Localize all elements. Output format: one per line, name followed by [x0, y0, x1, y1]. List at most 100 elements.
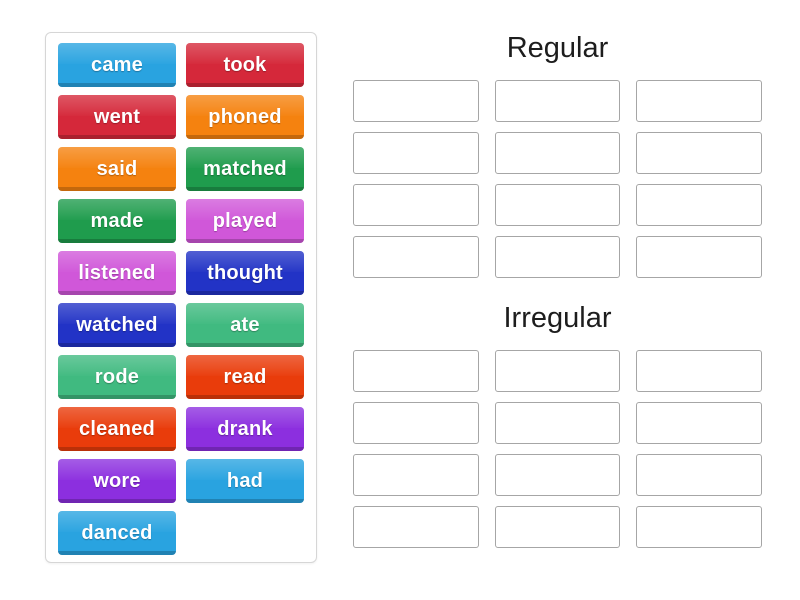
dropzone-cell-regular	[487, 236, 629, 288]
dropzone-regular[interactable]	[494, 184, 621, 226]
dropzone-regular[interactable]	[353, 132, 479, 174]
word-tile-cell[interactable]: took	[181, 39, 309, 91]
word-tile[interactable]: drank	[186, 407, 304, 451]
word-tile[interactable]: came	[58, 43, 176, 87]
word-tile-cell[interactable]: danced	[53, 507, 181, 559]
word-tile[interactable]: made	[58, 199, 176, 243]
word-tile-cell[interactable]: had	[181, 455, 309, 507]
category-regular: Regular	[345, 30, 770, 288]
dropzone-regular[interactable]	[636, 80, 762, 122]
word-tile-cell[interactable]: wore	[53, 455, 181, 507]
dropzone-regular[interactable]	[636, 132, 762, 174]
word-tile-cell[interactable]: matched	[181, 143, 309, 195]
word-tile-label: had	[226, 469, 264, 492]
dropzone-irregular[interactable]	[494, 454, 621, 496]
dropzone-cell-regular	[628, 80, 770, 132]
word-tile[interactable]: took	[186, 43, 304, 87]
dropzone-irregular[interactable]	[353, 350, 479, 392]
dropzone-regular[interactable]	[494, 132, 621, 174]
word-tile[interactable]: listened	[58, 251, 176, 295]
dropzone-regular[interactable]	[636, 236, 762, 278]
word-tile-label: drank	[217, 417, 273, 440]
word-tile-label: wore	[93, 469, 141, 492]
dropzone-cell-irregular	[628, 402, 770, 454]
dropzone-cell-irregular	[345, 454, 487, 506]
word-tile-label: matched	[203, 157, 287, 180]
word-tile-cell[interactable]: made	[53, 195, 181, 247]
word-tile[interactable]: danced	[58, 511, 176, 555]
dropzone-cell-regular	[628, 184, 770, 236]
dropzone-irregular[interactable]	[636, 506, 762, 548]
word-tile-cell[interactable]: phoned	[181, 91, 309, 143]
word-bank-panel: came took went phoned said matched made played l…	[45, 32, 317, 563]
dropzone-irregular[interactable]	[636, 402, 762, 444]
dropzone-cell-irregular	[487, 454, 629, 506]
dropzone-regular[interactable]	[353, 184, 479, 226]
dropzone-cell-irregular	[345, 350, 487, 402]
word-tile-label: listened	[78, 261, 156, 284]
dropzone-regular[interactable]	[494, 236, 621, 278]
word-tile-label: came	[91, 53, 143, 76]
dropzone-cell-irregular	[628, 350, 770, 402]
dropzone-cell-irregular	[628, 454, 770, 506]
word-tile-cell[interactable]: rode	[53, 351, 181, 403]
word-tile[interactable]: thought	[186, 251, 304, 295]
word-tile-cell[interactable]: played	[181, 195, 309, 247]
word-tile-cell[interactable]: read	[181, 351, 309, 403]
word-tile-cell	[181, 507, 309, 559]
word-tile-label: said	[96, 157, 138, 180]
dropzone-regular[interactable]	[636, 184, 762, 226]
word-tile-cell[interactable]: went	[53, 91, 181, 143]
word-tile-cell[interactable]: said	[53, 143, 181, 195]
word-tile-cell[interactable]: thought	[181, 247, 309, 299]
word-tile[interactable]: cleaned	[58, 407, 176, 451]
dropzone-cell-irregular	[487, 350, 629, 402]
dropzone-irregular[interactable]	[353, 454, 479, 496]
word-tile-cell[interactable]: listened	[53, 247, 181, 299]
word-tile[interactable]: said	[58, 147, 176, 191]
dropzone-irregular[interactable]	[494, 402, 621, 444]
word-tile[interactable]: had	[186, 459, 304, 503]
dropzone-irregular[interactable]	[494, 506, 621, 548]
word-tile[interactable]: played	[186, 199, 304, 243]
dropzone-cell-regular	[487, 80, 629, 132]
word-tile-label: thought	[207, 261, 283, 284]
word-tile-label: cleaned	[79, 417, 155, 440]
dropzone-irregular[interactable]	[636, 454, 762, 496]
word-tile-cell[interactable]: drank	[181, 403, 309, 455]
word-tile-cell[interactable]: came	[53, 39, 181, 91]
word-tile-label: ate	[230, 313, 260, 336]
category-irregular: Irregular	[345, 300, 770, 558]
dropzone-irregular[interactable]	[494, 350, 621, 392]
dropzone-cell-regular	[487, 132, 629, 184]
dropzone-cell-regular	[345, 184, 487, 236]
word-tile[interactable]: ate	[186, 303, 304, 347]
word-tile[interactable]: wore	[58, 459, 176, 503]
dropzone-cell-regular	[345, 132, 487, 184]
dropzone-cell-regular	[487, 184, 629, 236]
dropzone-cell-irregular	[487, 402, 629, 454]
dropzone-cell-regular	[628, 132, 770, 184]
dropzone-cell-irregular	[487, 506, 629, 558]
word-tile-label: rode	[94, 365, 140, 388]
word-tile[interactable]: rode	[58, 355, 176, 399]
dropzone-regular[interactable]	[353, 80, 479, 122]
word-tile-label: played	[212, 209, 278, 232]
category-title-regular: Regular	[506, 32, 609, 64]
dropzone-irregular[interactable]	[353, 506, 479, 548]
word-tile[interactable]: went	[58, 95, 176, 139]
word-tile[interactable]: read	[186, 355, 304, 399]
dropzone-regular[interactable]	[494, 80, 621, 122]
dropzone-regular[interactable]	[353, 236, 479, 278]
word-tile-cell[interactable]: cleaned	[53, 403, 181, 455]
word-tile-cell[interactable]: watched	[53, 299, 181, 351]
dropzone-irregular[interactable]	[353, 402, 479, 444]
dropzone-cell-irregular	[628, 506, 770, 558]
word-tile-label: phoned	[208, 105, 282, 128]
word-tile-label: went	[93, 105, 141, 128]
word-tile[interactable]: matched	[186, 147, 304, 191]
dropzone-irregular[interactable]	[636, 350, 762, 392]
word-tile[interactable]: watched	[58, 303, 176, 347]
word-tile-cell[interactable]: ate	[181, 299, 309, 351]
word-tile[interactable]: phoned	[186, 95, 304, 139]
